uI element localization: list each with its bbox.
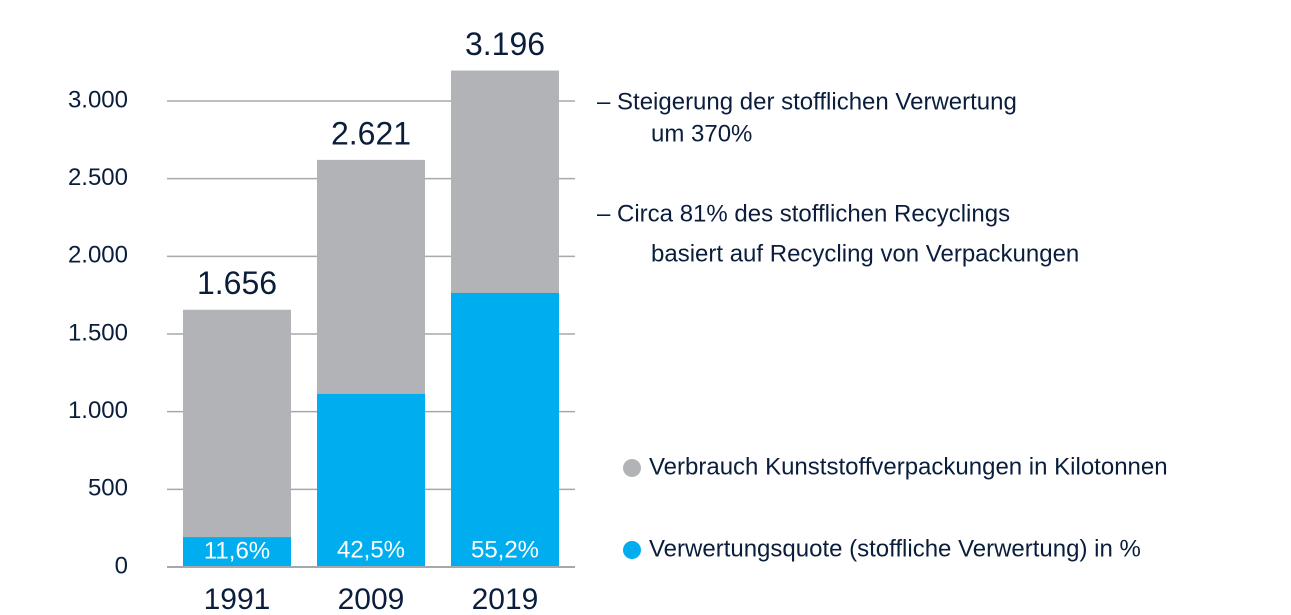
legend-swatch [623, 541, 641, 559]
value-label: 42,5% [337, 536, 405, 563]
value-label: 3.196 [465, 26, 545, 62]
x-tick-label: 2019 [472, 583, 539, 615]
value-label: 55,2% [471, 536, 539, 563]
bar [451, 292, 559, 567]
y-tick-label: 1.000 [68, 397, 128, 424]
value-label: 2.621 [331, 115, 411, 151]
y-tick-label: 2.000 [68, 242, 128, 269]
y-tick-label: 0 [115, 552, 128, 579]
x-tick-label: 2009 [338, 583, 405, 615]
annotation: basiert auf Recycling von Verpackungen [651, 240, 1079, 267]
bar [183, 537, 291, 567]
y-tick-label: 3.000 [68, 86, 128, 113]
legend-swatch [623, 459, 641, 477]
bar [317, 393, 425, 567]
y-tick-label: 500 [88, 475, 128, 502]
annotation: – Circa 81% des stofflichen Recyclings [597, 200, 1010, 227]
annotation: um 370% [651, 120, 752, 147]
y-tick-label: 2.500 [68, 164, 128, 191]
legend-label: Verbrauch Kunststoffverpackungen in Kilo… [649, 453, 1168, 480]
value-label: 11,6% [204, 537, 270, 564]
value-label: 1.656 [197, 265, 277, 301]
y-tick-label: 1.500 [68, 319, 128, 346]
annotation: – Steigerung der stofflichen Verwertung [597, 88, 1017, 115]
x-tick-label: 1991 [204, 583, 271, 615]
bar [183, 309, 291, 567]
legend-label: Verwertungsquote (stoffliche Verwertung)… [649, 535, 1141, 562]
